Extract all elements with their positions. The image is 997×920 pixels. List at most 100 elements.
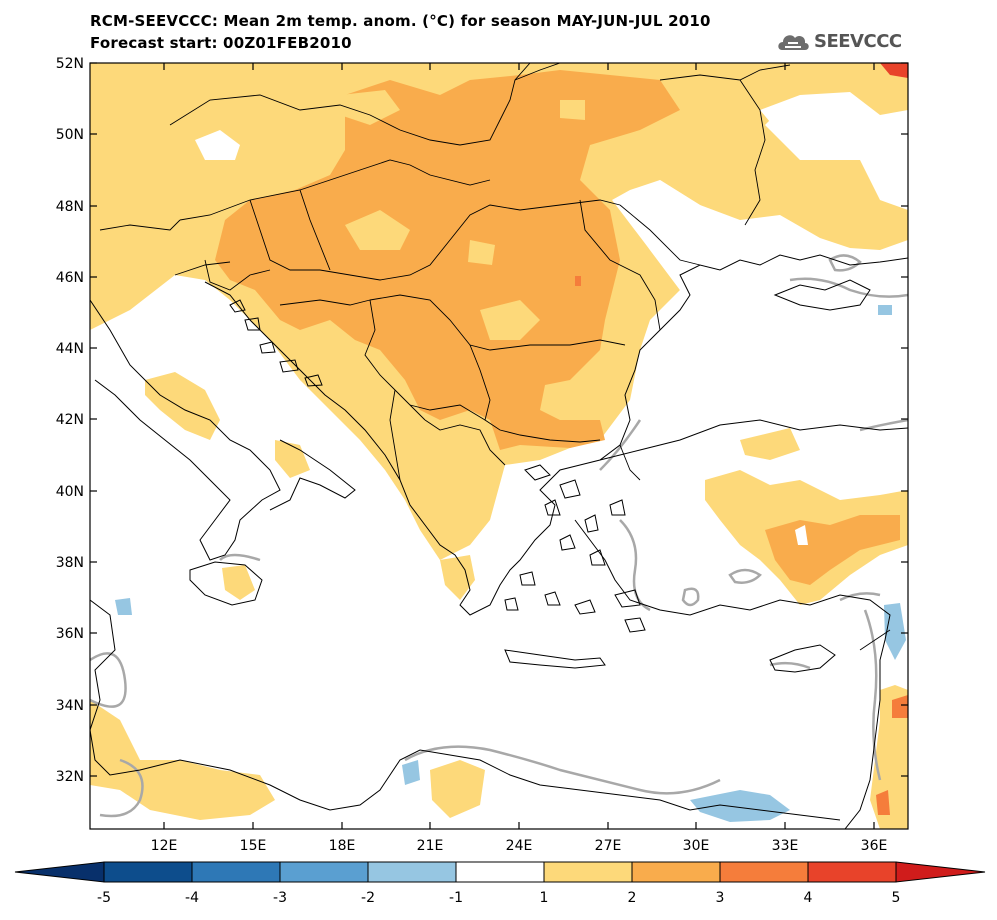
contour-layer [90, 254, 908, 818]
lat-label: 32N [56, 769, 84, 785]
colorbar-label: 5 [892, 890, 901, 906]
logo-text: SEEVCCC [814, 30, 902, 52]
coastline-turkey-north [599, 419, 908, 461]
coastline-north-africa [90, 599, 841, 821]
colorbar-label: 1 [540, 890, 549, 906]
anomaly-region-romania-dot [575, 276, 581, 286]
anomaly-region-1-2-libya-east [430, 760, 485, 818]
anomaly-region-neg-libya [402, 760, 420, 785]
lat-label: 42N [56, 412, 84, 428]
seevccc-logo: SEEVCCC [776, 24, 902, 58]
contour-line [90, 652, 127, 708]
lat-label: 40N [56, 484, 84, 500]
anomaly-region-2-3-core [215, 70, 680, 450]
border-line [469, 344, 601, 443]
lat-label: 44N [56, 341, 84, 357]
colorbar-label: -3 [273, 890, 287, 906]
contour-line [769, 661, 811, 670]
colorbar-box [191, 861, 281, 883]
colorbar-box [719, 861, 809, 883]
border-line [99, 219, 181, 231]
map-title: RCM-SEEVCCC: Mean 2m temp. anom. (°C) fo… [90, 12, 711, 30]
coastline-aegean-islands [504, 464, 646, 633]
anomaly-patch-south-romania [480, 300, 540, 340]
anomaly-hole-northeast [760, 92, 880, 150]
border-line [204, 259, 271, 291]
colorbar-label: 3 [716, 890, 725, 906]
border-line [179, 159, 491, 221]
coastline-italy-heel [269, 439, 356, 511]
border-line [299, 189, 331, 271]
lon-label: 21E [417, 838, 444, 854]
colorbar-box [367, 861, 457, 883]
anomaly-region-1-2-sicily [222, 565, 255, 600]
anomaly-region-levant-hot [892, 695, 908, 718]
anomaly-region-1-2-libya-west [90, 700, 275, 820]
border-line [514, 63, 561, 81]
coastline-cyprus [769, 644, 836, 673]
coastline-sicily [189, 561, 263, 606]
colorbar-label: 2 [628, 890, 637, 906]
border-line [739, 79, 766, 226]
colorbar-boxes [103, 861, 897, 883]
lat-label: 52N [56, 56, 84, 72]
tick-marks [90, 62, 908, 829]
colorbar-box [103, 861, 193, 883]
lat-label: 48N [56, 199, 84, 215]
contour-line [863, 609, 882, 781]
longitude-labels: 12E 15E 18E 21E 24E 27E 30E 33E 36E [151, 838, 888, 854]
anomaly-region-neg-crimea [878, 305, 892, 315]
colorbar: -5 -4 -3 -2 -1 1 2 3 4 5 [14, 861, 986, 906]
border-line [279, 299, 426, 421]
border-line [409, 404, 486, 421]
colorbar-box [455, 861, 545, 883]
colorbar-box [807, 861, 897, 883]
colorbar-label: -4 [185, 890, 199, 906]
colorbar-overflow-arrow [895, 861, 986, 883]
border-line [389, 389, 401, 481]
lat-label: 50N [56, 127, 84, 143]
contour-line [839, 592, 881, 602]
anomaly-patch-ukraine [560, 100, 585, 120]
cloud-logo-icon [778, 35, 809, 50]
contour-line [619, 519, 651, 612]
anomaly-region-1-2-apulia [275, 440, 310, 478]
plot-frame [89, 62, 909, 830]
contour-line [599, 419, 642, 471]
contour-line [828, 254, 862, 272]
colorbar-box [279, 861, 369, 883]
forecast-start-label: Forecast start: 00Z01FEB2010 [90, 34, 352, 52]
border-line [169, 63, 531, 146]
coastline-crimea [773, 279, 871, 311]
coastline-crete [504, 649, 606, 669]
anomaly-patch-hungary [345, 210, 410, 250]
anomaly-region-1-2-turkey-east [740, 428, 800, 460]
coastline-turkey-south [574, 519, 891, 829]
coastline-dalmatian-islands [229, 299, 323, 387]
border-line [619, 204, 701, 266]
border-layer [99, 63, 891, 651]
colorbar-label: -1 [449, 890, 463, 906]
lat-label: 34N [56, 698, 84, 714]
coastline-layer [90, 254, 908, 829]
border-line [249, 199, 621, 281]
anomaly-region-neg-tunisia [115, 598, 132, 615]
lon-label: 27E [595, 838, 622, 854]
colorbar-label: 4 [804, 890, 813, 906]
lon-label: 30E [683, 838, 710, 854]
latitude-labels: 52N 50N 48N 46N 44N 42N 40N 38N 36N 34N … [56, 56, 84, 785]
anomaly-fill-layer [90, 63, 908, 829]
border-line [619, 444, 641, 481]
anomaly-hole-crimea [620, 180, 908, 400]
colorbar-box [631, 861, 721, 883]
contour-line [219, 553, 261, 562]
colorbar-underflow-arrow [14, 861, 105, 883]
anomaly-region-levant-hot2 [876, 790, 890, 815]
contour-line [99, 758, 144, 818]
anomaly-region-neg-egypt [690, 790, 790, 822]
anomaly-patch-north-czech [340, 90, 400, 125]
anomaly-region-1-2-italy [145, 372, 220, 440]
lat-label: 36N [56, 626, 84, 642]
anomaly-hole-north [195, 130, 240, 160]
